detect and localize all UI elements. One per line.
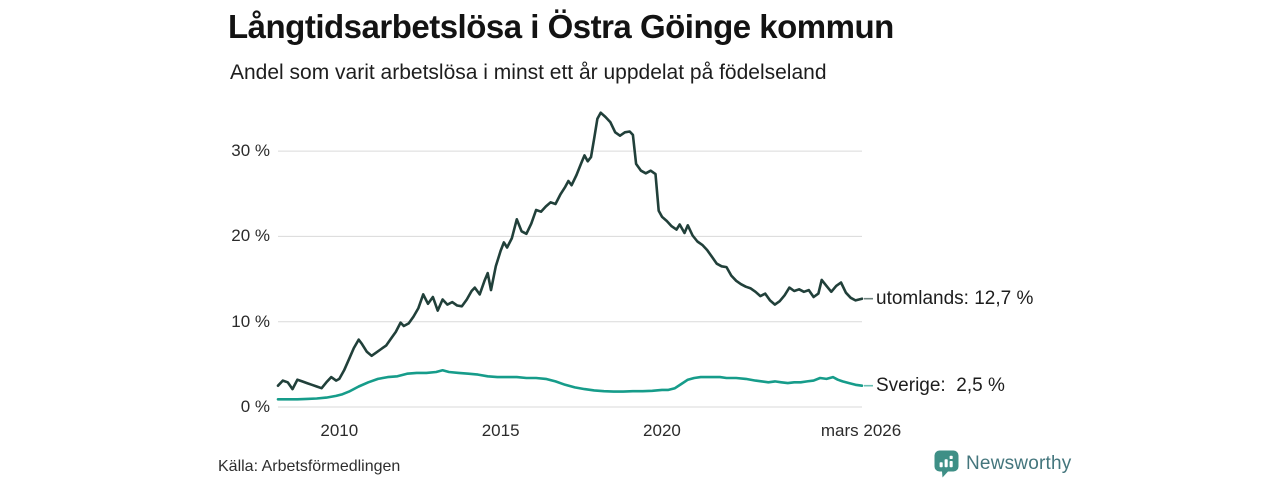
chart-subtitle: Andel som varit arbetslösa i minst ett å… (230, 61, 827, 84)
series-line-utomlands (276, 111, 864, 391)
x-axis-tick-label: mars 2026 (820, 421, 902, 440)
y-axis-tick-label: 20 % (231, 226, 270, 246)
x-axis-tick-label: 2015 (481, 421, 520, 440)
x-axis-tick-label: 2020 (643, 421, 681, 440)
brand-name: Newsworthy (966, 453, 1072, 474)
series-line-Sverige (276, 368, 864, 401)
y-axis-tick-label: 0 % (240, 397, 270, 416)
x-axis-tick-label: 2010 (320, 421, 359, 440)
y-axis-tick-label: 30 % (231, 141, 270, 161)
chart-title: Långtidsarbetslösa i Östra Göinge kommun (228, 8, 894, 45)
source-note: Källa: Arbetsförmedlingen (218, 458, 401, 475)
y-axis-tick-label: 10 % (231, 311, 270, 331)
series-end-label-utomlands: utomlands: 12,7 % (876, 287, 1034, 309)
series-end-label-Sverige: Sverige: 2,5 % (876, 374, 1005, 396)
brand-logo: Newsworthy (934, 450, 1071, 478)
newsworthy-bubble-barchart-icon (934, 450, 959, 478)
